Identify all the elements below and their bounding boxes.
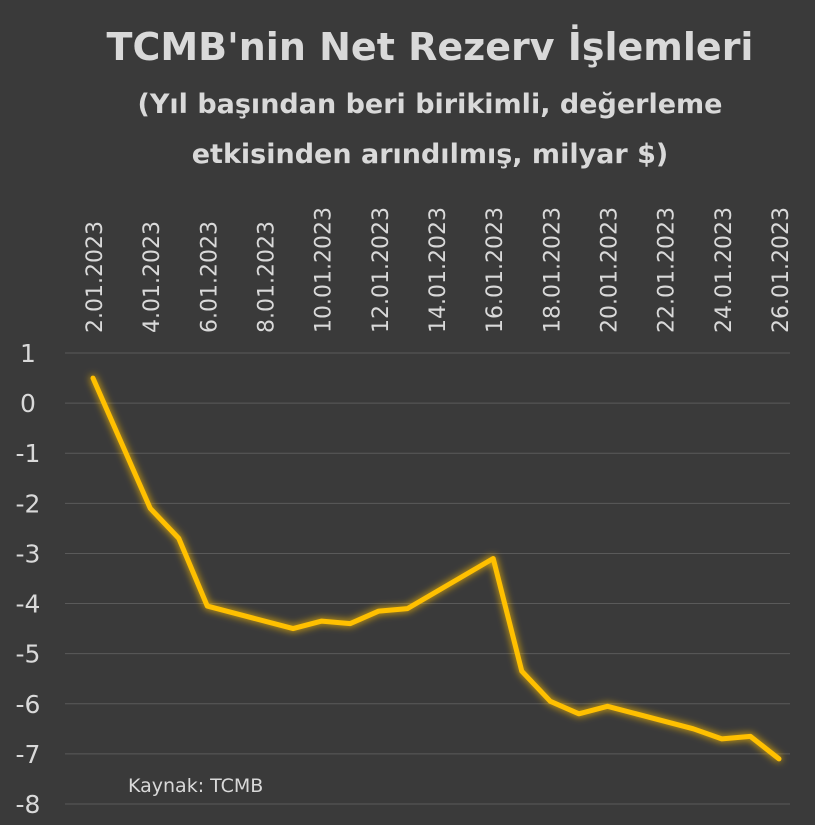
data-point [607, 705, 608, 707]
data-point [321, 620, 323, 622]
y-tick-label: 1 [20, 339, 36, 368]
x-axis-ticks: 2.01.2023 4.01.2023 6.01.2023 8.01.2023 10.0… [83, 207, 794, 333]
x-tick-label: 12.01.2023 [369, 207, 394, 333]
chart-subtitle-line-2: etkisinden arındılmış, milyar $) [192, 139, 669, 170]
grid-lines [65, 352, 790, 805]
chart-title: TCMB'nin Net Rezerv İşlemleri [107, 25, 754, 69]
y-tick-label: -5 [16, 640, 41, 669]
data-point [492, 557, 494, 559]
y-tick-label: -3 [16, 539, 41, 568]
source-note: Kaynak: TCMB [128, 775, 263, 797]
data-point [121, 442, 123, 444]
y-tick-label: -7 [16, 740, 41, 769]
data-point [178, 537, 180, 539]
data-point [349, 623, 351, 625]
x-tick-label: 24.01.2023 [712, 207, 737, 333]
series-layer [90, 375, 782, 762]
data-point [578, 713, 580, 715]
data-point [378, 610, 380, 612]
x-tick-label: 14.01.2023 [426, 207, 451, 333]
y-tick-label: 0 [20, 389, 36, 418]
x-tick-label: 22.01.2023 [655, 207, 680, 333]
y-tick-label: -6 [16, 690, 41, 719]
data-point [149, 507, 151, 509]
data-point [206, 605, 208, 607]
x-tick-label: 10.01.2023 [312, 207, 337, 333]
x-tick-label: 20.01.2023 [598, 207, 623, 333]
data-point [521, 670, 523, 672]
y-tick-label: -4 [16, 590, 41, 619]
x-tick-label: 8.01.2023 [255, 221, 280, 333]
data-point [549, 700, 551, 702]
data-point [749, 735, 751, 737]
data-point [292, 628, 294, 630]
data-point [721, 738, 723, 740]
x-tick-label: 6.01.2023 [197, 221, 222, 333]
data-point [692, 728, 694, 730]
x-tick-label: 18.01.2023 [540, 207, 565, 333]
x-tick-label: 4.01.2023 [140, 221, 165, 333]
y-axis-ticks: 1 0 -1 -2 -3 -4 -5 -6 -7 -8 [16, 339, 41, 819]
x-tick-label: 2.01.2023 [83, 221, 108, 333]
x-tick-label: 16.01.2023 [483, 207, 508, 333]
series-line [90, 375, 782, 762]
data-point [406, 608, 408, 610]
chart-subtitle-line-1: (Yıl başından beri birikimli, değerleme [138, 89, 723, 120]
data-point [778, 758, 780, 760]
y-tick-label: -8 [16, 790, 41, 819]
y-tick-label: -2 [16, 489, 41, 518]
x-tick-label: 26.01.2023 [769, 207, 794, 333]
y-tick-label: -1 [16, 439, 41, 468]
data-point [92, 377, 94, 379]
